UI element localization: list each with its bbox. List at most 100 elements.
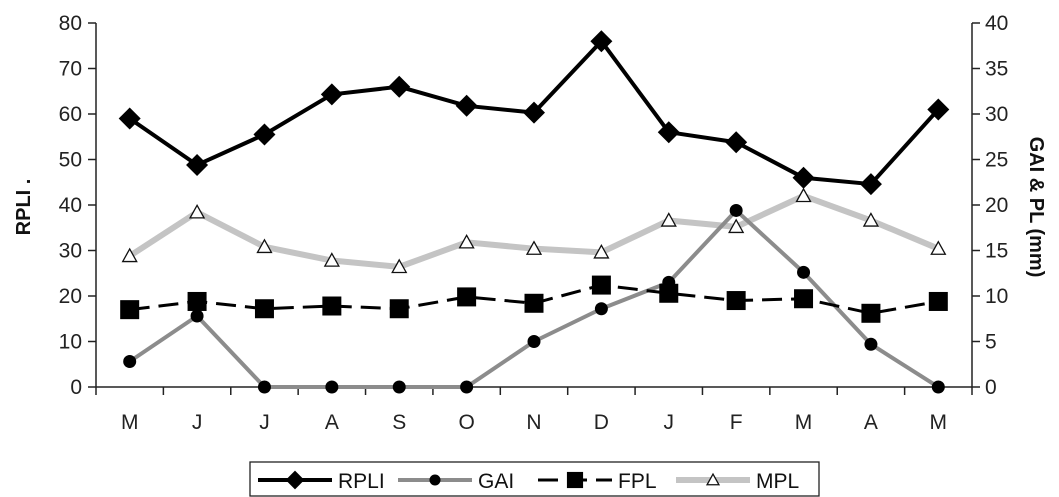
legend-item-mpl: MPL (676, 470, 799, 493)
legend-item-rpli: RPLI (258, 470, 385, 493)
data-point-gai (797, 265, 811, 279)
series-mpl (121, 187, 947, 274)
x-tick-label: J (664, 411, 675, 434)
data-point-gai (931, 380, 945, 394)
data-point-fpl (322, 296, 342, 316)
data-point-mpl (188, 203, 206, 219)
legend-marker-gai (429, 474, 441, 486)
data-point-mpl (458, 233, 475, 249)
data-point-gai (594, 302, 608, 316)
x-tick-label: M (930, 411, 948, 434)
y-tick-label: 0 (70, 376, 82, 399)
data-point-rpli (859, 173, 882, 196)
x-tick-label: A (864, 411, 878, 434)
y2-tick-label: 5 (985, 331, 997, 354)
x-tick-label: A (325, 411, 339, 434)
y2-tick-label: 15 (985, 240, 1008, 263)
legend-label-fpl: FPL (618, 470, 657, 493)
data-point-gai (392, 380, 406, 394)
data-point-mpl (525, 240, 543, 255)
data-point-fpl (928, 291, 948, 311)
legend-marker-fpl (566, 471, 584, 489)
y2-tick-label: 30 (985, 103, 1008, 126)
legend-marker-mpl (705, 472, 721, 486)
data-point-mpl (930, 240, 947, 255)
y2-tick-label: 35 (985, 58, 1008, 81)
y2-tick-label: 20 (985, 194, 1008, 217)
data-point-rpli (590, 30, 613, 53)
data-point-gai (864, 337, 878, 351)
y-tick-label: 80 (59, 12, 82, 35)
data-point-fpl (794, 289, 814, 309)
data-point-rpli (792, 166, 815, 189)
x-tick-label: S (392, 411, 406, 434)
data-point-rpli (186, 153, 209, 176)
data-point-rpli (927, 98, 950, 121)
y-axis-title: RPLI . (13, 179, 35, 236)
legend-item-gai: GAI (398, 470, 514, 493)
legend-marker-rpli (285, 470, 305, 490)
data-point-rpli (388, 75, 411, 98)
data-point-rpli (657, 121, 680, 144)
data-point-fpl (659, 283, 679, 303)
data-point-rpli (523, 101, 545, 124)
data-point-rpli (725, 131, 748, 154)
data-point-gai (729, 203, 743, 217)
y2-tick-label: 0 (985, 376, 997, 399)
data-point-mpl (795, 187, 812, 203)
data-point-rpli (118, 107, 141, 130)
data-point-fpl (524, 293, 544, 313)
data-point-gai (123, 355, 137, 369)
data-point-fpl (187, 291, 207, 311)
y-tick-label: 70 (59, 58, 82, 81)
y2-tick-label: 25 (985, 149, 1008, 172)
y-tick-label: 10 (59, 331, 82, 354)
y-tick-label: 50 (59, 149, 82, 172)
series-layer (118, 30, 950, 394)
x-tick-label: M (795, 411, 813, 434)
data-point-gai (257, 380, 271, 394)
data-point-rpli (455, 94, 478, 117)
data-point-fpl (120, 300, 140, 320)
y-tick-label: 30 (59, 240, 82, 263)
data-point-fpl (254, 299, 274, 319)
data-point-gai (527, 335, 541, 348)
data-point-mpl (862, 212, 880, 227)
legend-item-fpl: FPL (538, 470, 657, 493)
y-tick-label: 40 (59, 194, 82, 217)
data-point-mpl (391, 258, 408, 274)
data-point-mpl (256, 238, 273, 254)
data-point-mpl (728, 218, 745, 234)
data-point-gai (460, 380, 474, 394)
data-point-fpl (389, 299, 409, 319)
y2-axis-title: GAI & PL (mm) (1025, 137, 1047, 278)
data-point-mpl (121, 247, 138, 263)
series-line-mpl (128, 192, 940, 270)
x-tick-label: J (259, 411, 270, 434)
legend: RPLI GAI FPL MPL (249, 461, 820, 497)
data-point-fpl (591, 275, 611, 295)
x-tick-label: F (730, 411, 743, 434)
data-point-mpl (593, 243, 610, 259)
axes (88, 22, 980, 395)
y2-tick-label: 10 (985, 285, 1008, 308)
data-point-gai (190, 309, 204, 323)
legend-label-rpli: RPLI (338, 470, 385, 493)
x-tick-label: O (458, 411, 474, 434)
tick-labels: 0 10 20 30 40 50 60 70 80 0 5 10 15 20 25 30 35 40 M J J A S O N… (59, 12, 1009, 434)
data-point-rpli (320, 83, 343, 106)
x-tick-label: D (594, 411, 609, 434)
legend-label-gai: GAI (478, 470, 514, 493)
series-rpli (118, 30, 950, 196)
data-point-fpl (861, 303, 881, 323)
data-point-rpli (253, 123, 276, 146)
series-fpl (120, 275, 948, 323)
x-tick-label: M (121, 411, 139, 434)
y-tick-label: 20 (59, 285, 82, 308)
legend-label-mpl: MPL (756, 470, 799, 493)
data-point-mpl (660, 212, 677, 227)
data-point-gai (325, 380, 339, 394)
data-point-fpl (457, 287, 477, 307)
y2-tick-label: 40 (985, 12, 1008, 35)
